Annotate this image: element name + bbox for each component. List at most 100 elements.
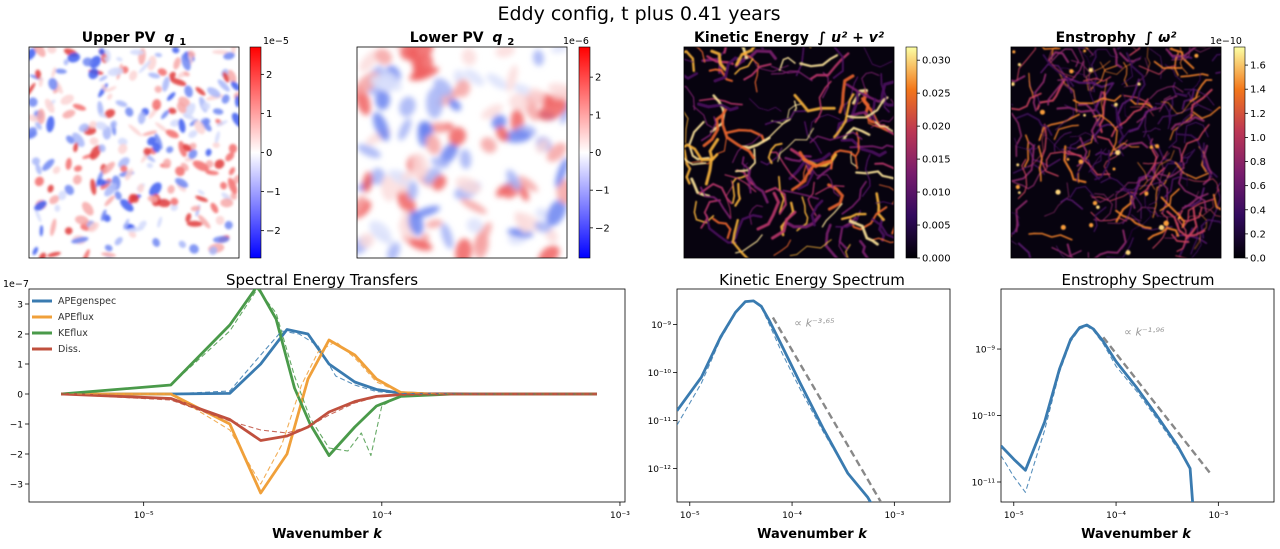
field-blob [201, 102, 211, 111]
field-blob [82, 201, 94, 216]
field-filament [699, 186, 732, 220]
field-filament [708, 68, 733, 82]
field-blob [547, 82, 567, 98]
field-blob [185, 213, 192, 223]
field-blob [425, 134, 441, 155]
field-blob [62, 109, 76, 119]
y-tick-label: 10⁻¹² [648, 465, 672, 475]
field-blob [146, 162, 154, 169]
field-blob [38, 76, 44, 88]
heatmap-lower-pv-title-var: q [492, 30, 502, 46]
field-filament [764, 110, 807, 126]
field-blob [147, 195, 159, 203]
field-vortex [1155, 144, 1160, 149]
ke-spectrum-title: Kinetic Energy Spectrum [719, 271, 905, 289]
field-filament [1054, 104, 1075, 131]
field-filament [1185, 207, 1198, 240]
field-blob [118, 157, 130, 168]
field-filament [871, 218, 894, 239]
field-filament [875, 201, 894, 205]
colorbar-tick-label: 0.010 [922, 188, 951, 199]
field-vortex [1125, 250, 1131, 255]
series-line-keflux-instantaneous- [61, 289, 597, 457]
field-blob [104, 244, 113, 252]
field-blob [138, 60, 151, 74]
field-filament [688, 121, 710, 161]
field-blob [34, 176, 44, 187]
field-blob [157, 216, 163, 228]
field-filament [1094, 149, 1111, 181]
field-filament [1056, 90, 1103, 113]
y-tick-label: 10⁻¹⁰ [972, 412, 996, 422]
y-tick-label: −2 [10, 451, 23, 461]
y-tick-label: 2 [17, 331, 23, 341]
field-vortex [1015, 184, 1020, 190]
field-filament [713, 56, 745, 83]
field-blob [125, 168, 134, 181]
field-blob [64, 227, 73, 235]
chart-enstrophy-spectrum: Enstrophy Spectrum 10⁻⁵ 10⁻⁴ 10⁻³ 10⁻⁹ 10⁻¹⁰… [972, 271, 1275, 542]
field-blob [129, 49, 145, 56]
field-blob [459, 149, 472, 169]
field-filament [1042, 54, 1075, 87]
y-tick-label: 10⁻¹⁰ [648, 369, 672, 379]
field-filament [770, 65, 799, 74]
field-blob [72, 103, 86, 111]
field-blob [380, 175, 397, 202]
field-filament [788, 152, 831, 181]
field-blob [215, 215, 225, 225]
field-filament [698, 97, 743, 106]
field-blob [131, 193, 139, 203]
field-filament [1015, 112, 1053, 136]
colorbar-tick-label: −2 [266, 226, 281, 237]
field-filament [1113, 47, 1123, 69]
field-filament [878, 184, 894, 205]
field-blob [195, 195, 208, 203]
field-blob [535, 207, 550, 220]
field-blob [73, 142, 79, 153]
heatmap-enstrophy-colorbar-exponent: 1e−10 [1210, 36, 1242, 47]
field-filament [1171, 47, 1178, 53]
field-filament [1136, 95, 1178, 123]
field-blob [192, 160, 209, 172]
field-blob [162, 76, 170, 92]
field-blob [73, 165, 83, 172]
field-blob [225, 152, 235, 162]
heatmap-upper-pv-colorbar [249, 46, 262, 259]
field-filament [1011, 212, 1020, 219]
field-blob [176, 101, 187, 114]
field-filament [684, 111, 689, 144]
colorbar-tick-label: 0.020 [922, 122, 951, 133]
field-filament [684, 85, 696, 111]
enstrophy-spectrum-xlabel-text: Wavenumber [1081, 527, 1178, 542]
field-vortex [1144, 191, 1149, 196]
field-blob [188, 130, 198, 139]
series-line-ke-spectrum-instantaneous- [677, 300, 869, 498]
field-filament [1121, 56, 1142, 86]
field-blob [29, 82, 36, 97]
x-tick-label: 10⁻⁴ [1106, 511, 1126, 521]
field-blob [147, 136, 156, 146]
field-blob [81, 249, 90, 258]
field-filament [711, 217, 732, 240]
series-line-diss- [61, 392, 597, 442]
enstrophy-spectrum-title: Enstrophy Spectrum [1061, 271, 1214, 289]
field-blob [209, 246, 218, 255]
field-vortex [1114, 102, 1118, 107]
field-blob [155, 122, 168, 133]
field-blob [29, 97, 38, 107]
field-filament [815, 184, 845, 195]
field-blob [175, 177, 189, 188]
colorbar-tick-label: 0.4 [1250, 205, 1266, 216]
field-blob [408, 238, 433, 251]
field-filament [770, 210, 797, 240]
field-filament [1184, 89, 1215, 106]
field-filament [1087, 86, 1097, 112]
colorbar-tick-label: 0 [595, 148, 601, 159]
field-vortex [1083, 49, 1087, 53]
colorbar-tick-label: 1 [266, 109, 272, 120]
field-filament [1100, 176, 1137, 199]
heatmap-kinetic-energy-frame [683, 46, 895, 259]
field-blob [534, 221, 552, 233]
field-blob [411, 152, 429, 179]
